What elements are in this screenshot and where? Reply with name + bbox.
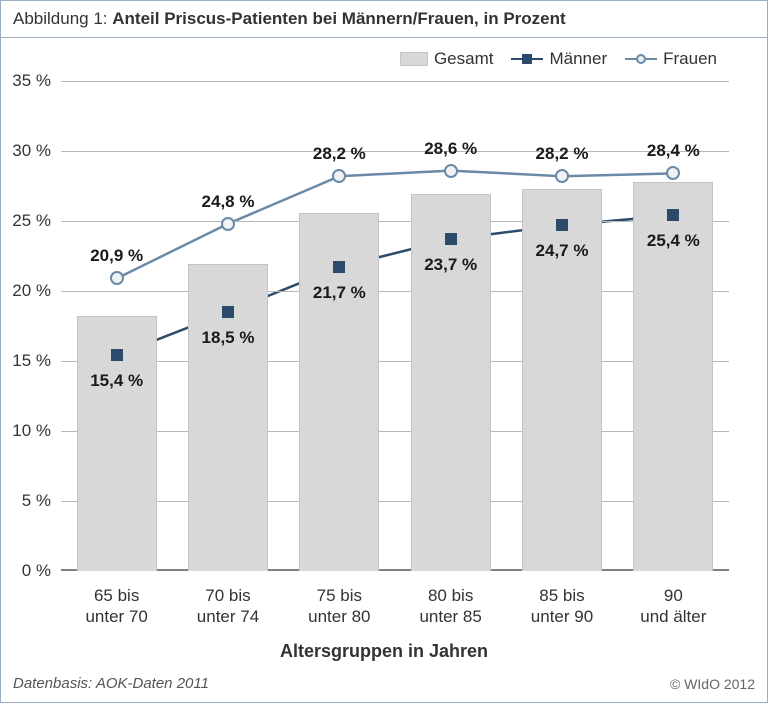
y-tick-label: 20 % <box>12 281 61 301</box>
legend-label-maenner: Männer <box>549 49 607 69</box>
gridline <box>61 221 729 222</box>
chart-title-label: Abbildung 1: <box>13 9 112 28</box>
data-label-frauen: 28,4 % <box>647 141 700 161</box>
data-label-frauen: 24,8 % <box>202 192 255 212</box>
lines-svg <box>61 81 729 571</box>
data-label-maenner: 15,4 % <box>90 371 143 391</box>
data-label-maenner: 21,7 % <box>313 283 366 303</box>
marker-maenner <box>111 349 123 361</box>
x-axis-baseline <box>61 569 729 571</box>
marker-frauen <box>110 271 124 285</box>
y-tick-label: 5 % <box>22 491 61 511</box>
x-tick-label: 85 bisunter 90 <box>531 571 593 628</box>
line-swatch-frauen-icon <box>625 58 657 60</box>
marker-maenner <box>333 261 345 273</box>
y-tick-label: 0 % <box>22 561 61 581</box>
marker-frauen <box>221 217 235 231</box>
chart-container: Abbildung 1: Anteil Priscus-Patienten be… <box>0 0 768 703</box>
gridline <box>61 151 729 152</box>
line-swatch-maenner-icon <box>511 58 543 60</box>
y-tick-label: 15 % <box>12 351 61 371</box>
gridline <box>61 431 729 432</box>
marker-maenner <box>222 306 234 318</box>
chart-title-bar: Abbildung 1: Anteil Priscus-Patienten be… <box>1 1 767 38</box>
marker-maenner <box>556 219 568 231</box>
chart-title-text: Anteil Priscus-Patienten bei Männern/Fra… <box>112 9 565 28</box>
x-axis-title: Altersgruppen in Jahren <box>280 641 488 662</box>
legend-item-maenner: Männer <box>511 49 607 69</box>
marker-frauen <box>666 166 680 180</box>
gridline <box>61 291 729 292</box>
data-label-maenner: 23,7 % <box>424 255 477 275</box>
gridline <box>61 361 729 362</box>
gridline <box>61 81 729 82</box>
data-label-frauen: 20,9 % <box>90 246 143 266</box>
legend-label-gesamt: Gesamt <box>434 49 494 69</box>
data-label-maenner: 24,7 % <box>536 241 589 261</box>
y-tick-label: 35 % <box>12 71 61 91</box>
y-tick-label: 30 % <box>12 141 61 161</box>
x-tick-label: 80 bisunter 85 <box>419 571 481 628</box>
y-tick-label: 25 % <box>12 211 61 231</box>
footer-source: Datenbasis: AOK-Daten 2011 <box>13 675 209 692</box>
x-tick-label: 75 bisunter 80 <box>308 571 370 628</box>
legend-item-frauen: Frauen <box>625 49 717 69</box>
legend-item-gesamt: Gesamt <box>400 49 494 69</box>
gridline <box>61 501 729 502</box>
legend: Gesamt Männer Frauen <box>400 49 717 69</box>
marker-frauen <box>444 164 458 178</box>
marker-frauen <box>332 169 346 183</box>
data-label-maenner: 25,4 % <box>647 231 700 251</box>
y-tick-label: 10 % <box>12 421 61 441</box>
marker-maenner <box>445 233 457 245</box>
x-tick-label: 65 bisunter 70 <box>85 571 147 628</box>
footer-copyright: © WIdO 2012 <box>670 676 755 692</box>
legend-label-frauen: Frauen <box>663 49 717 69</box>
data-label-maenner: 18,5 % <box>202 328 255 348</box>
marker-maenner <box>667 209 679 221</box>
bar-gesamt <box>411 194 491 571</box>
x-tick-label: 90und älter <box>640 571 706 628</box>
bar-swatch-icon <box>400 52 428 66</box>
data-label-frauen: 28,2 % <box>536 144 589 164</box>
data-label-frauen: 28,2 % <box>313 144 366 164</box>
plot-area: 0 %5 %10 %15 %20 %25 %30 %35 %65 bisunte… <box>61 81 729 571</box>
marker-frauen <box>555 169 569 183</box>
x-tick-label: 70 bisunter 74 <box>197 571 259 628</box>
data-label-frauen: 28,6 % <box>424 139 477 159</box>
